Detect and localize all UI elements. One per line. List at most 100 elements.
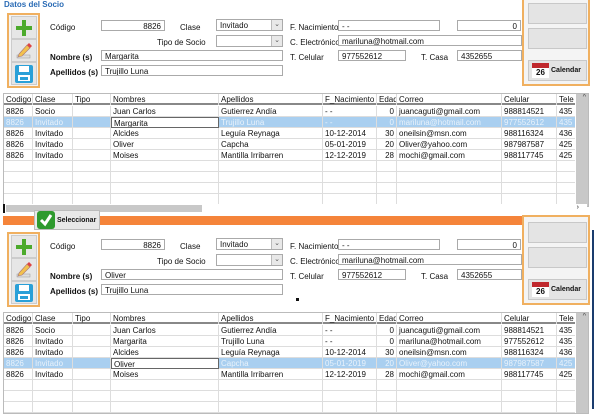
table-row[interactable]: 8826 Invitado Alcides Leguía Reynaga 10-12-2… — [4, 347, 577, 358]
empty-cell — [502, 380, 557, 391]
nombre-input[interactable]: Oliver — [101, 269, 283, 280]
vertical-scrollbar[interactable] — [576, 94, 588, 206]
column-header[interactable]: Tipo — [73, 313, 111, 324]
add-button[interactable] — [11, 235, 37, 258]
scroll-up-icon[interactable]: ^ — [582, 313, 586, 320]
column-header[interactable]: Edad — [379, 313, 397, 324]
f-nacimiento-input[interactable]: - - — [338, 20, 440, 31]
table-row[interactable] — [4, 391, 577, 402]
scroll-left-icon[interactable] — [3, 204, 5, 213]
table-cell: 435 — [557, 336, 577, 347]
table-cell: oneilsin@msn.com — [397, 347, 502, 358]
table-cell: 8826 — [4, 117, 33, 128]
right-button-panel: 26 Calendar — [522, 215, 590, 305]
table-cell — [73, 369, 111, 380]
apellidos-input[interactable]: Trujillo Luna — [101, 65, 283, 76]
table-cell: 987987587 — [502, 358, 557, 369]
c-electronico-input[interactable]: mariluna@hotmail.com — [338, 254, 522, 265]
blank-button-1[interactable] — [528, 3, 587, 24]
column-header[interactable]: Celular — [502, 313, 557, 324]
table-cell[interactable]: Margarita — [111, 117, 219, 128]
table-row[interactable]: 8826 Invitado Moises Mantilla Irribarren 12-… — [4, 150, 577, 161]
table-cell: 0 — [377, 325, 397, 336]
scroll-up-icon[interactable]: ^ — [582, 94, 586, 101]
column-header[interactable]: Codigo — [6, 94, 33, 105]
column-header[interactable]: Nombres — [111, 313, 219, 324]
column-header[interactable]: Correo — [397, 94, 502, 105]
table-row[interactable] — [4, 402, 577, 413]
column-header[interactable]: Tele — [557, 94, 577, 105]
column-header[interactable]: Celular — [502, 94, 557, 105]
save-button[interactable] — [11, 281, 37, 304]
table-cell: 987987587 — [502, 139, 557, 150]
blank-button-2[interactable] — [528, 247, 587, 268]
edad-input[interactable]: 0 — [457, 239, 521, 250]
column-header[interactable]: Tipo — [73, 94, 111, 105]
table-row[interactable]: 8826 Invitado Oliver Capcha 05-01-2019 20 Oliv… — [4, 358, 577, 369]
column-header[interactable]: Tele — [557, 313, 577, 324]
c-electronico-input[interactable]: mariluna@hotmail.com — [338, 35, 522, 46]
table-cell[interactable]: Oliver — [111, 358, 219, 369]
column-header[interactable]: F_Nacimiento — [323, 94, 377, 105]
column-header[interactable]: Clase — [33, 94, 73, 105]
clase-select[interactable]: Invitado ⌄ — [216, 238, 283, 250]
t-casa-input[interactable]: 4352655 — [457, 50, 522, 61]
empty-cell — [377, 380, 397, 391]
table-cell: 10-12-2014 — [323, 128, 377, 139]
column-header[interactable]: Clase — [33, 313, 73, 324]
vertical-scrollbar[interactable] — [576, 313, 588, 413]
column-header[interactable]: Correo — [397, 313, 502, 324]
empty-cell — [219, 402, 323, 413]
column-header[interactable]: F_Nacimiento — [323, 313, 377, 324]
table-cell: Invitado — [33, 358, 73, 369]
empty-cell — [219, 172, 323, 183]
edit-button[interactable] — [11, 39, 37, 62]
nombre-input[interactable]: Margarita — [101, 50, 283, 61]
column-header[interactable]: Apellidos — [219, 94, 323, 105]
seleccionar-button[interactable]: Seleccionar — [34, 210, 100, 230]
section-title: Datos del Socio — [4, 0, 65, 9]
table-row[interactable]: 8826 Invitado Oliver Capcha 05-01-2019 20 Oliv… — [4, 139, 577, 150]
table-row[interactable]: 8826 Invitado Moises Mantilla Irribarren 12-… — [4, 369, 577, 380]
f-nacimiento-label: F. Nacimiento — [290, 242, 339, 251]
clase-select[interactable]: Invitado ⌄ — [216, 19, 283, 31]
t-casa-input[interactable]: 4352655 — [457, 269, 522, 280]
codigo-input[interactable]: 8826 — [101, 239, 165, 250]
f-nacimiento-input[interactable]: - - — [338, 239, 440, 250]
save-button[interactable] — [11, 62, 37, 85]
table-row[interactable] — [4, 380, 577, 391]
apellidos-input[interactable]: Trujillo Luna — [101, 284, 283, 295]
empty-cell — [397, 172, 502, 183]
table-row[interactable] — [4, 172, 577, 183]
toolbar — [7, 232, 40, 307]
codigo-input[interactable]: 8826 — [101, 20, 165, 31]
t-celular-input[interactable]: 977552612 — [338, 269, 406, 280]
table-row[interactable]: 8826 Invitado Alcides Leguía Reynaga 10-12-2… — [4, 128, 577, 139]
horizontal-scrollbar[interactable]: › — [3, 204, 587, 213]
scroll-right-icon[interactable]: › — [576, 204, 579, 211]
blank-button-2[interactable] — [528, 28, 587, 49]
table-row[interactable] — [4, 161, 577, 172]
blank-button-1[interactable] — [528, 222, 587, 243]
column-header[interactable]: Nombres — [111, 94, 219, 105]
table-row[interactable]: 8826 Invitado Margarita Trujillo Luna - -0 ma… — [4, 336, 577, 347]
calendar-button[interactable]: 26 Calendar — [528, 279, 587, 300]
table-row[interactable]: 8826 Invitado Margarita Trujillo Luna - -0 ma… — [4, 117, 577, 128]
table-row[interactable] — [4, 183, 577, 194]
f-nacimiento-label: F. Nacimiento — [290, 23, 339, 32]
table-cell: 8826 — [4, 106, 33, 117]
column-header[interactable]: Edad — [379, 94, 397, 105]
calendar-button[interactable]: 26 Calendar — [528, 60, 587, 81]
column-header[interactable]: Apellidos — [219, 313, 323, 324]
members-table: Codigo Clase Tipo Nombres Apellidos F_Nacimie… — [3, 93, 589, 207]
tipo-socio-select[interactable]: ⌄ — [216, 35, 283, 47]
add-button[interactable] — [11, 16, 37, 39]
edit-button[interactable] — [11, 258, 37, 281]
tipo-socio-select[interactable]: ⌄ — [216, 254, 283, 266]
edad-input[interactable]: 0 — [457, 20, 521, 31]
scrollbar-thumb[interactable] — [6, 205, 202, 212]
t-celular-input[interactable]: 977552612 — [338, 50, 406, 61]
column-header[interactable]: Codigo — [6, 313, 33, 324]
